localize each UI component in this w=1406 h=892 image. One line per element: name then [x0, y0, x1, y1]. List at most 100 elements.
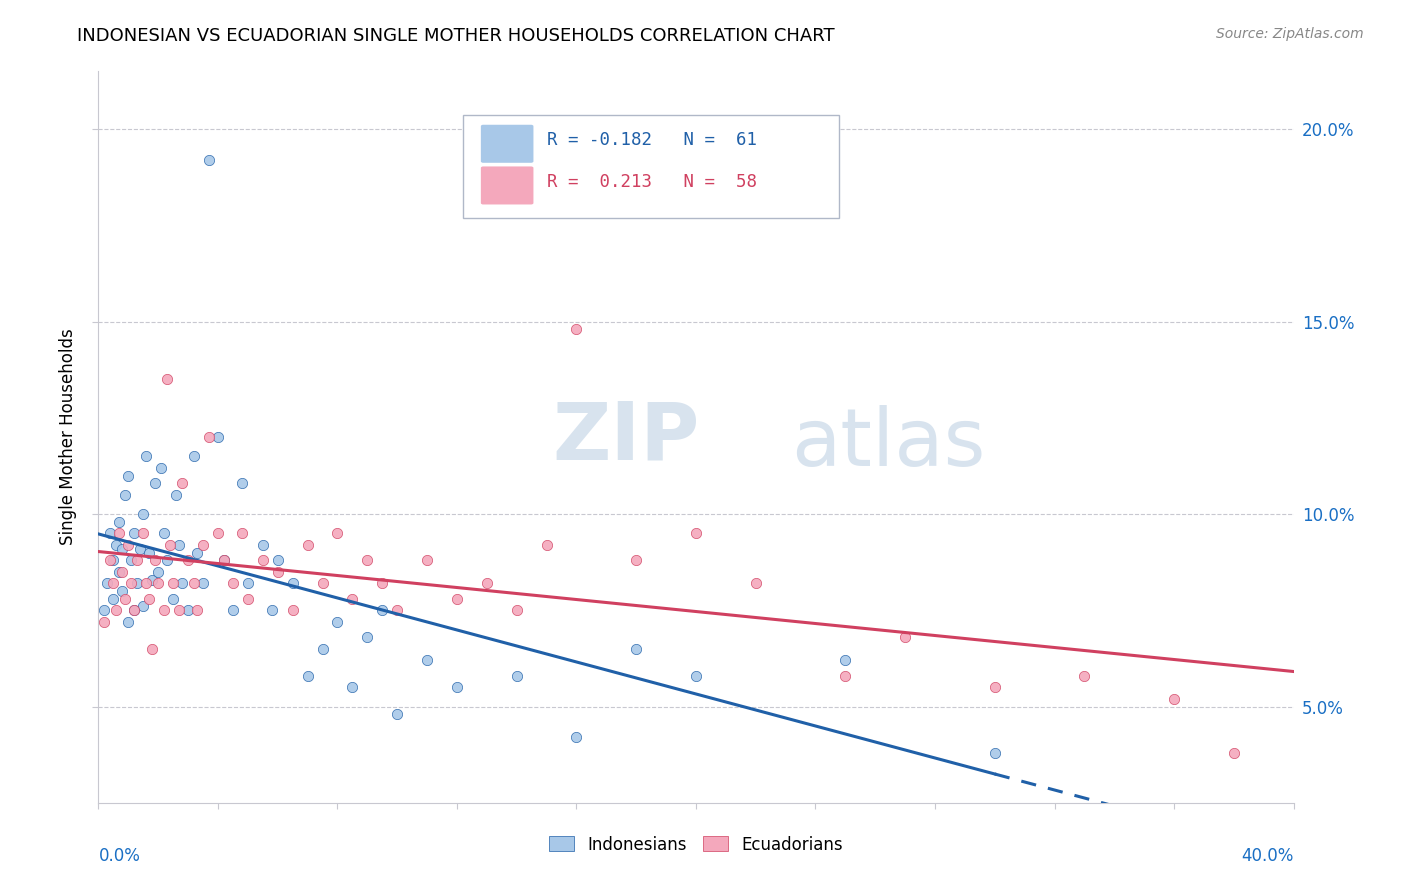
- Point: [177, 553, 200, 567]
- Point: [385, 707, 409, 722]
- Point: [297, 669, 319, 683]
- Point: [565, 731, 588, 745]
- Point: [141, 641, 163, 656]
- Point: [356, 553, 378, 567]
- Point: [186, 545, 208, 559]
- Point: [198, 430, 221, 444]
- Point: [326, 615, 349, 629]
- Point: [124, 603, 146, 617]
- Point: [281, 576, 304, 591]
- Point: [252, 553, 274, 567]
- Point: [183, 450, 205, 464]
- Point: [117, 615, 139, 629]
- Point: [167, 538, 190, 552]
- Point: [132, 507, 155, 521]
- Point: [834, 653, 856, 667]
- Point: [93, 615, 115, 629]
- Point: [129, 541, 152, 556]
- Y-axis label: Single Mother Households: Single Mother Households: [59, 329, 77, 545]
- Text: INDONESIAN VS ECUADORIAN SINGLE MOTHER HOUSEHOLDS CORRELATION CHART: INDONESIAN VS ECUADORIAN SINGLE MOTHER H…: [77, 27, 835, 45]
- Point: [685, 526, 707, 541]
- Point: [685, 669, 707, 683]
- Point: [177, 603, 200, 617]
- Point: [111, 584, 134, 599]
- Point: [212, 553, 235, 567]
- Point: [127, 576, 149, 591]
- Point: [162, 591, 184, 606]
- Point: [108, 515, 131, 529]
- Point: [127, 553, 149, 567]
- Point: [984, 681, 1007, 695]
- Point: [834, 669, 856, 683]
- Point: [894, 630, 917, 644]
- Point: [162, 576, 184, 591]
- Point: [1073, 669, 1095, 683]
- FancyBboxPatch shape: [463, 115, 839, 218]
- Point: [311, 576, 333, 591]
- Point: [416, 553, 439, 567]
- Point: [120, 553, 142, 567]
- Point: [281, 603, 304, 617]
- Point: [191, 576, 214, 591]
- Point: [117, 468, 139, 483]
- Point: [111, 541, 134, 556]
- Point: [1223, 746, 1246, 760]
- Point: [124, 526, 146, 541]
- Point: [565, 322, 588, 336]
- Point: [342, 681, 364, 695]
- Point: [297, 538, 319, 552]
- Point: [114, 591, 136, 606]
- Point: [141, 573, 163, 587]
- Point: [105, 538, 128, 552]
- Point: [148, 565, 170, 579]
- Point: [108, 526, 131, 541]
- Point: [135, 450, 157, 464]
- Point: [222, 603, 245, 617]
- Point: [120, 576, 142, 591]
- Point: [252, 538, 274, 552]
- Text: atlas: atlas: [792, 405, 986, 483]
- Text: Source: ZipAtlas.com: Source: ZipAtlas.com: [1216, 27, 1364, 41]
- Point: [159, 538, 181, 552]
- Point: [98, 553, 122, 567]
- Point: [117, 538, 139, 552]
- Point: [371, 603, 394, 617]
- Point: [111, 565, 134, 579]
- Point: [536, 538, 558, 552]
- Point: [153, 603, 176, 617]
- Point: [236, 591, 259, 606]
- Point: [135, 576, 157, 591]
- Point: [103, 553, 125, 567]
- Point: [143, 553, 166, 567]
- Point: [626, 553, 648, 567]
- Point: [267, 565, 290, 579]
- Point: [1163, 691, 1185, 706]
- Point: [236, 576, 259, 591]
- Text: R = -0.182   N =  61: R = -0.182 N = 61: [547, 130, 756, 149]
- Point: [114, 488, 136, 502]
- FancyBboxPatch shape: [481, 125, 533, 163]
- Point: [172, 576, 194, 591]
- Point: [207, 526, 229, 541]
- Point: [446, 681, 468, 695]
- Point: [267, 553, 290, 567]
- Point: [138, 545, 160, 559]
- Text: ZIP: ZIP: [553, 398, 700, 476]
- Point: [172, 476, 194, 491]
- Point: [222, 576, 245, 591]
- Point: [356, 630, 378, 644]
- Point: [103, 591, 125, 606]
- Point: [98, 526, 122, 541]
- Point: [105, 603, 128, 617]
- Point: [506, 669, 529, 683]
- FancyBboxPatch shape: [481, 167, 533, 204]
- Point: [138, 591, 160, 606]
- Text: 40.0%: 40.0%: [1241, 847, 1294, 864]
- Point: [342, 591, 364, 606]
- Text: R =  0.213   N =  58: R = 0.213 N = 58: [547, 173, 756, 191]
- Point: [156, 553, 179, 567]
- Point: [132, 599, 155, 614]
- Point: [506, 603, 529, 617]
- Point: [260, 603, 283, 617]
- Point: [191, 538, 214, 552]
